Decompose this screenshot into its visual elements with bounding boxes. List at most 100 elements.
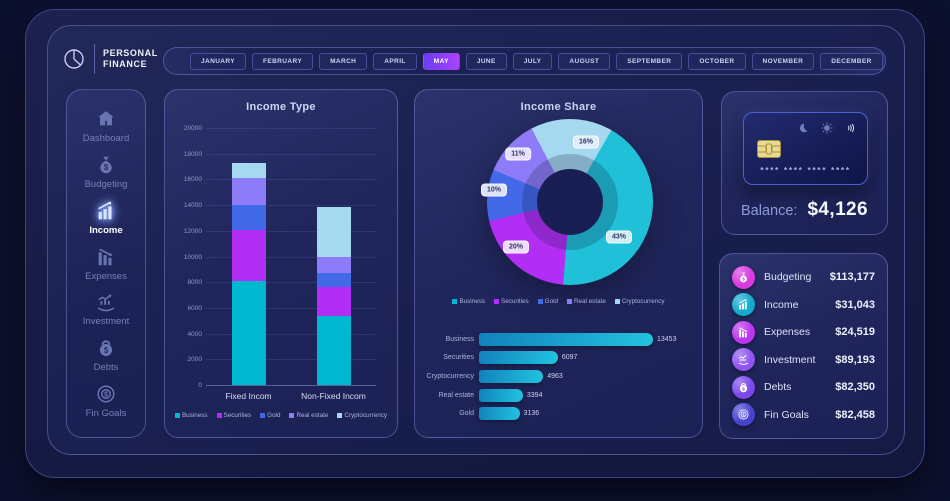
month-tab-february[interactable]: FEBRUARY (251, 52, 314, 70)
balance-row: Balance: $4,126 (722, 199, 887, 221)
hbar-real-estate[interactable] (479, 388, 523, 402)
hbar-cryptocurrency[interactable] (479, 369, 544, 383)
sidebar-item-income[interactable]: Income (89, 200, 123, 236)
sidebar-item-dashboard[interactable]: Dashboard (83, 108, 129, 144)
month-tab-bar: JANUARY FEBRUARY MARCH APRIL MAY JUNE JU… (163, 47, 886, 75)
y-tick: 4000 (187, 330, 202, 338)
summary-row-debts[interactable]: $ Debts $82,350 (732, 375, 875, 399)
legend-label: Real estate (296, 412, 329, 419)
y-tick: 14000 (183, 202, 202, 210)
hbar-label: Cryptocurrency (426, 372, 474, 380)
brand-divider (94, 44, 95, 74)
month-tab-december[interactable]: DECEMBER (820, 52, 883, 70)
bar-segment-gold (317, 273, 351, 287)
summary-amount: $31,043 (835, 298, 875, 311)
chip-icon (757, 140, 781, 158)
hbar-row: Business 13453 (421, 330, 697, 349)
sun-icon (820, 121, 834, 135)
money-bag-icon: $ (95, 154, 117, 176)
month-tab-november[interactable]: NOVEMBER (751, 52, 815, 70)
summary-row-budgeting[interactable]: $ Budgeting $113,177 (732, 265, 875, 289)
summary-amount: $113,177 (829, 271, 875, 284)
month-tab-may[interactable]: MAY (422, 52, 460, 70)
hbar-label: Securities (443, 354, 474, 362)
month-tab-august[interactable]: AUGUST (558, 52, 611, 70)
legend-label: Securities (223, 412, 252, 419)
y-tick: 16000 (183, 176, 202, 184)
sidebar-item-budgeting[interactable]: $ Budgeting (84, 154, 128, 190)
balance-amount: $4,126 (807, 199, 868, 220)
legend-swatch (452, 299, 458, 304)
slice-label-securities: 20% (502, 240, 530, 254)
hbar-gold[interactable] (479, 407, 520, 421)
credit-card-icons (796, 121, 857, 135)
sidebar-item-fin-goals[interactable]: $ Fin Goals (85, 383, 127, 420)
hbar-row: Real estate 3394 (421, 386, 697, 405)
month-tab-april[interactable]: APRIL (373, 52, 417, 70)
month-tab-march[interactable]: MARCH (319, 52, 368, 70)
summary-label: Investment (764, 353, 816, 366)
summary-row-fin-goals[interactable]: $ Fin Goals $82,458 (732, 403, 875, 427)
summary-label: Expenses (764, 326, 811, 339)
month-tab-june[interactable]: JUNE (465, 52, 507, 70)
hbar-securities[interactable] (479, 351, 558, 365)
hbar-value: 3136 (523, 410, 540, 418)
sidebar-item-expenses[interactable]: Expenses (85, 246, 127, 282)
pie-chart-logo-icon (62, 47, 86, 71)
hbar-business[interactable] (479, 332, 653, 346)
legend-label: Cryptocurrency (621, 298, 665, 305)
bar-segment-business (317, 316, 351, 385)
legend-label: Securities (501, 298, 529, 305)
month-tab-october[interactable]: OCTOBER (688, 52, 746, 70)
investment-icon (95, 291, 117, 313)
legend-label: Real estate (573, 298, 606, 305)
investment-icon (732, 348, 755, 372)
card-number-masked: **** **** **** **** (760, 165, 851, 175)
month-tab-july[interactable]: JULY (512, 52, 553, 70)
debts-icon: $ (95, 337, 117, 359)
hbar-row: Securities 6097 (421, 349, 697, 368)
month-tab-january[interactable]: JANUARY (190, 52, 246, 70)
income-share-legend: Business Securities Gold Real estate Cry… (415, 298, 702, 305)
summary-label: Fin Goals (764, 408, 809, 421)
income-share-donut[interactable] (487, 119, 653, 285)
stacked-bar-fixed-income[interactable] (232, 128, 266, 385)
contactless-icon (845, 122, 857, 134)
credit-card[interactable]: **** **** **** **** (743, 112, 868, 185)
svg-text:$: $ (104, 392, 108, 399)
summary-row-expenses[interactable]: Expenses $24,519 (732, 320, 875, 344)
bar-segment-gold (232, 205, 266, 231)
sidebar-item-label: Investment (82, 316, 130, 328)
legend-label: Cryptocurrency (344, 412, 388, 419)
bar-segment-real-estate (232, 178, 266, 206)
svg-text:$: $ (104, 346, 109, 355)
income-chart-icon (732, 293, 755, 317)
legend-swatch (260, 413, 266, 418)
summary-row-investment[interactable]: Investment $89,193 (732, 348, 875, 372)
legend-swatch (216, 413, 222, 418)
hbar-value: 3394 (526, 391, 543, 399)
income-share-title: Income Share (520, 101, 597, 113)
month-tab-september[interactable]: SEPTEMBER (616, 52, 683, 70)
stacked-bar-non-fixed-income[interactable] (317, 128, 351, 385)
income-type-card: Income Type 20000 18000 16000 14000 1200… (164, 89, 398, 438)
sidebar-item-label: Income (89, 224, 123, 236)
y-tick: 6000 (187, 304, 202, 312)
sidebar-item-label: Fin Goals (85, 408, 127, 420)
sidebar-item-investment[interactable]: Investment (83, 291, 129, 327)
legend-label: Business (459, 298, 486, 305)
income-share-card: Income Share 43% 20% 10% 11% 16% Busines… (414, 89, 703, 438)
y-tick: 0 (198, 382, 202, 389)
app-window: PERSONAL FINANCE JANUARY FEBRUARY MARCH A… (25, 9, 925, 478)
slice-label-gold: 10% (480, 183, 508, 197)
income-type-legend: Business Securities Gold Real estate Cry… (165, 412, 397, 419)
y-tick: 20000 (183, 125, 202, 132)
y-tick: 18000 (183, 150, 202, 158)
legend-swatch (289, 413, 295, 418)
x-label-non-fixed: Non-Fixed Incom (301, 391, 366, 401)
svg-text:$: $ (104, 163, 109, 172)
slice-label-real-estate: 11% (505, 147, 531, 161)
sidebar-item-debts[interactable]: $ Debts (94, 337, 118, 373)
summary-row-income[interactable]: Income $31,043 (732, 293, 875, 317)
sidebar-item-label: Budgeting (84, 178, 128, 190)
